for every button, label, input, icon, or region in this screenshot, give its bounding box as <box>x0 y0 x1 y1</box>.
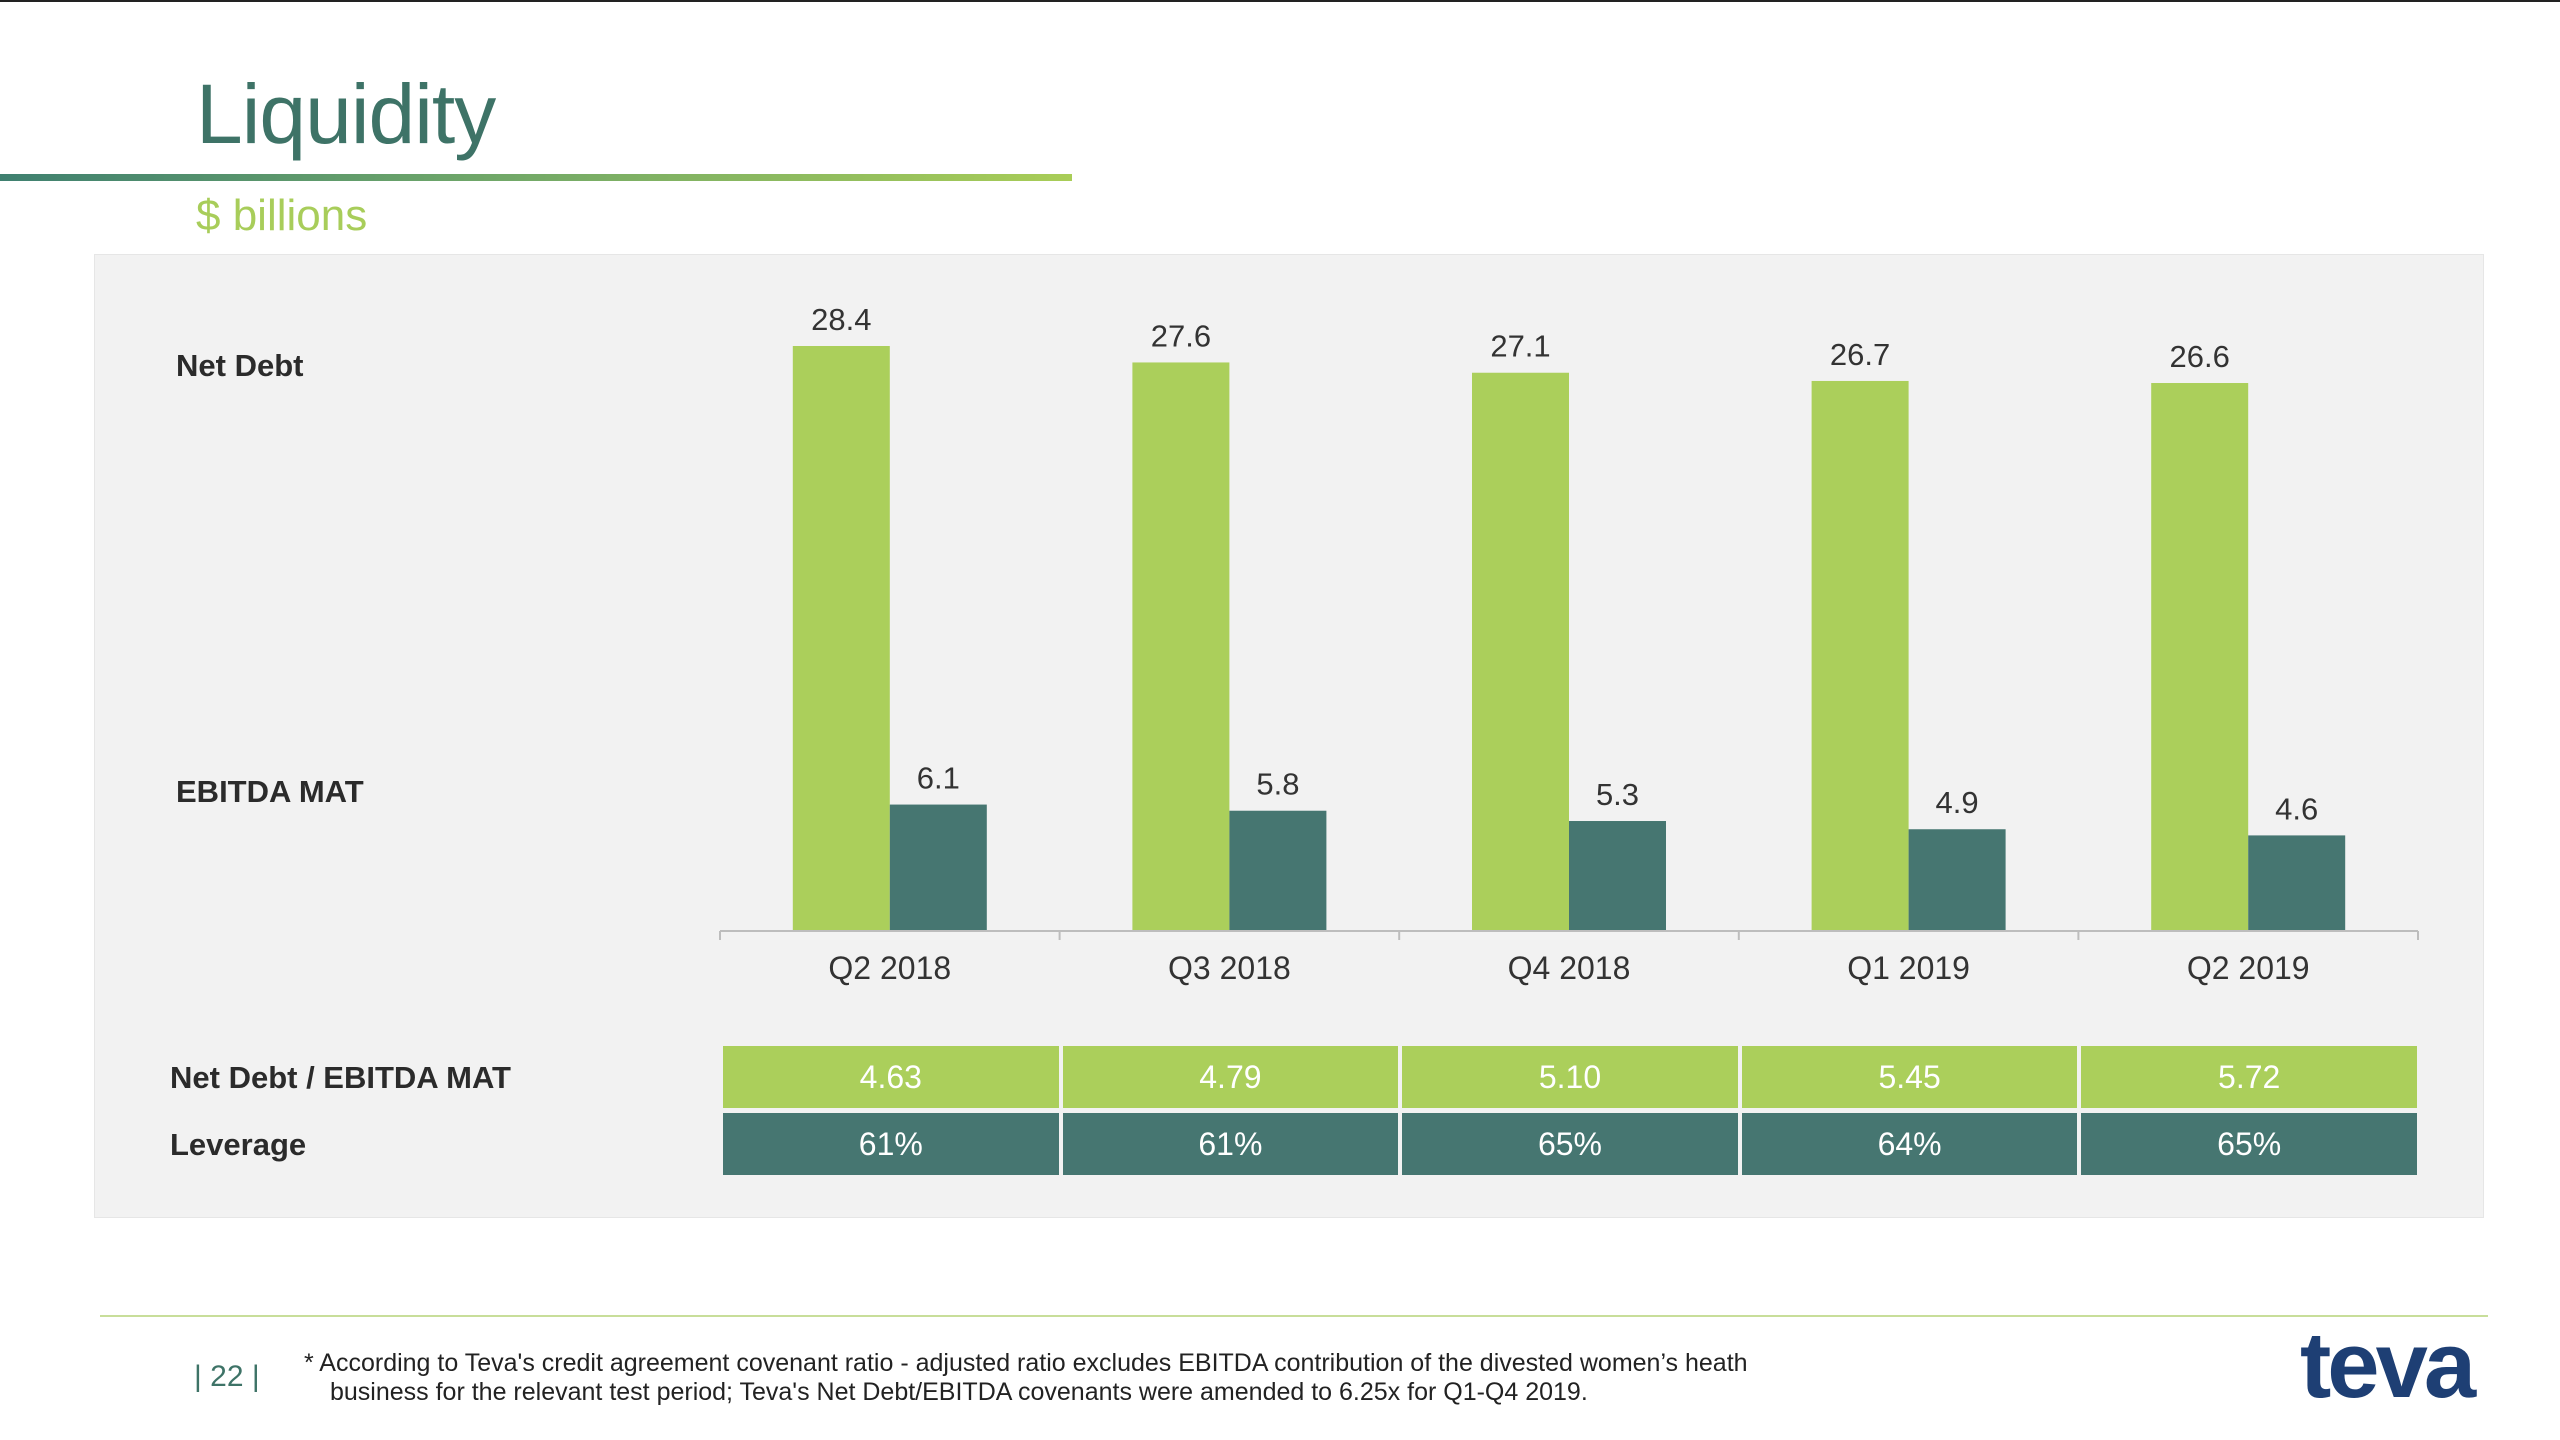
page-title: Liquidity <box>196 67 496 161</box>
ratio-cell-4: 5.72 <box>2081 1046 2417 1108</box>
data-label-net-debt-1: 27.6 <box>1151 318 1211 353</box>
bar-net-debt-2 <box>1472 372 1569 930</box>
x-tick-label-3: Q1 2019 <box>1847 950 1970 986</box>
bar-net-debt-0 <box>792 346 890 930</box>
page-number: | 22 | <box>194 1360 260 1393</box>
net-debt-label: Net Debt <box>176 348 304 383</box>
footnote-line-1: * According to Teva's credit agreement c… <box>304 1349 1748 1377</box>
bar-chart: 28.4 6.1 Q2 2018 27.6 5.8 Q3 2018 27.1 5.3 Q4 20… <box>719 302 2419 986</box>
footnote-line-2: business for the relevant test period; T… <box>330 1378 1588 1406</box>
footnote: * According to Teva's credit agreement c… <box>304 1349 1944 1407</box>
data-label-ebitda-2: 5.3 <box>1596 777 1639 812</box>
ratio-cell-1: 4.79 <box>1062 1046 1399 1108</box>
data-label-ebitda-0: 6.1 <box>917 761 960 796</box>
leverage-cell-3: 64% <box>1741 1113 2078 1175</box>
data-label-ebitda-4: 4.6 <box>2275 791 2318 826</box>
leverage-cell-2: 65% <box>1402 1113 1738 1175</box>
x-tick-label-0: Q2 2018 <box>828 950 951 986</box>
top-border <box>0 0 2560 2</box>
leverage-cell-4: 65% <box>2081 1113 2417 1175</box>
bar-ebitda-1 <box>1229 810 1327 930</box>
footer-divider <box>100 1315 2488 1317</box>
leverage-label: Leverage <box>170 1127 307 1162</box>
data-label-net-debt-4: 26.6 <box>2170 339 2230 374</box>
bar-net-debt-3 <box>1811 380 1909 930</box>
ratio-cell-3: 5.45 <box>1741 1046 2078 1108</box>
leverage-cell-0: 61% <box>723 1113 1059 1175</box>
x-tick-label-2: Q4 2018 <box>1508 950 1631 986</box>
bar-net-debt-4 <box>2151 383 2249 930</box>
ratio-label: Net Debt / EBITDA MAT <box>170 1060 511 1095</box>
leverage-cell-1: 61% <box>1062 1113 1399 1175</box>
title-underline <box>0 174 1072 181</box>
ratio-cell-0: 4.63 <box>723 1046 1059 1108</box>
data-label-net-debt-0: 28.4 <box>811 302 871 337</box>
bar-ebitda-0 <box>889 804 987 930</box>
ebitda-label: EBITDA MAT <box>176 774 364 809</box>
data-label-net-debt-3: 26.7 <box>1830 337 1890 372</box>
x-tick-label-1: Q3 2018 <box>1168 950 1291 986</box>
bar-ebitda-4 <box>2248 835 2346 930</box>
x-tick-label-4: Q2 2019 <box>2187 950 2310 986</box>
data-label-ebitda-3: 4.9 <box>1936 785 1979 820</box>
data-label-ebitda-1: 5.8 <box>1256 767 1299 802</box>
page-subtitle: $ billions <box>196 191 368 240</box>
data-label-net-debt-2: 27.1 <box>1490 329 1550 364</box>
bar-net-debt-1 <box>1132 362 1230 931</box>
ratio-cell-2: 5.10 <box>1402 1046 1738 1108</box>
bar-ebitda-3 <box>1908 829 2006 930</box>
bar-ebitda-2 <box>1569 821 1666 930</box>
teva-logo: teva <box>2300 1312 2476 1417</box>
